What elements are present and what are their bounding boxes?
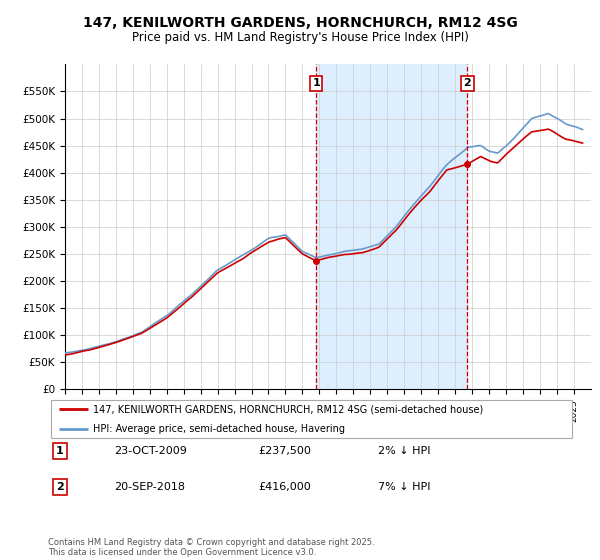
Text: £237,500: £237,500 <box>258 446 311 456</box>
Bar <box>316 64 467 389</box>
Text: 7% ↓ HPI: 7% ↓ HPI <box>378 482 431 492</box>
Text: 2: 2 <box>56 482 64 492</box>
Text: HPI: Average price, semi-detached house, Havering: HPI: Average price, semi-detached house,… <box>93 424 345 434</box>
FancyBboxPatch shape <box>50 400 572 437</box>
Text: 23-OCT-2009: 23-OCT-2009 <box>114 446 187 456</box>
Text: 147, KENILWORTH GARDENS, HORNCHURCH, RM12 4SG: 147, KENILWORTH GARDENS, HORNCHURCH, RM1… <box>83 16 517 30</box>
Text: 20-SEP-2018: 20-SEP-2018 <box>114 482 185 492</box>
Text: 1: 1 <box>56 446 64 456</box>
Text: £416,000: £416,000 <box>258 482 311 492</box>
Text: Contains HM Land Registry data © Crown copyright and database right 2025.
This d: Contains HM Land Registry data © Crown c… <box>48 538 374 557</box>
Text: Price paid vs. HM Land Registry's House Price Index (HPI): Price paid vs. HM Land Registry's House … <box>131 31 469 44</box>
Text: 1: 1 <box>313 78 320 88</box>
Text: 2% ↓ HPI: 2% ↓ HPI <box>378 446 431 456</box>
Text: 2: 2 <box>464 78 472 88</box>
Text: 147, KENILWORTH GARDENS, HORNCHURCH, RM12 4SG (semi-detached house): 147, KENILWORTH GARDENS, HORNCHURCH, RM1… <box>93 404 483 414</box>
